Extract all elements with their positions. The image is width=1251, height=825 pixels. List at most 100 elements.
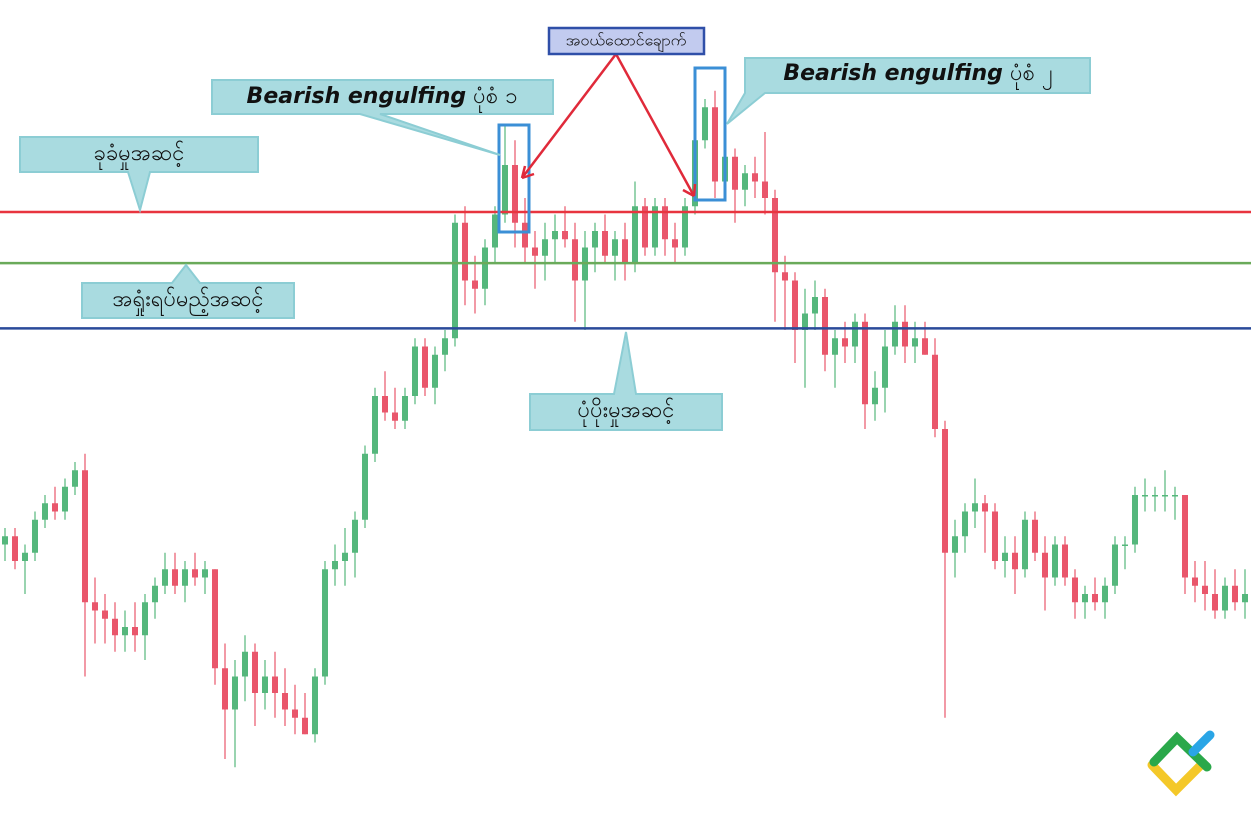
- candle-body: [1032, 519, 1038, 553]
- candle-body: [872, 387, 878, 405]
- candle-body: [892, 321, 898, 347]
- candle-body: [422, 346, 428, 388]
- candle-body: [232, 676, 238, 710]
- candle-body: [442, 338, 448, 355]
- candle-body: [602, 231, 608, 256]
- candle-body: [342, 552, 348, 561]
- candle-body: [652, 206, 658, 248]
- candle-body: [552, 231, 558, 240]
- candle-body: [1152, 495, 1158, 497]
- callout: [19, 136, 259, 214]
- candle-body: [972, 503, 978, 512]
- candle-body: [942, 429, 948, 553]
- candle-body: [1022, 519, 1028, 570]
- candle-body: [1102, 585, 1108, 603]
- candle-body: [472, 280, 478, 289]
- candle-body: [612, 239, 618, 256]
- candle-body: [142, 602, 148, 636]
- candle-body: [212, 569, 218, 669]
- candle-body: [12, 536, 18, 561]
- candle-body: [1092, 594, 1098, 603]
- pattern-box: [693, 66, 727, 202]
- candle-body: [1012, 552, 1018, 570]
- candle-body: [882, 346, 888, 388]
- callout: [726, 57, 1091, 125]
- candle-body: [352, 519, 358, 553]
- candle-body: [622, 239, 628, 264]
- trap-text: အဝယ်ထောင်ချောက်: [566, 31, 687, 53]
- candle-body: [522, 222, 528, 248]
- candle-body: [1162, 495, 1168, 497]
- candle-body: [252, 651, 258, 693]
- logo: [1147, 730, 1215, 797]
- candles: [2, 90, 1248, 768]
- levels: [0, 210, 1251, 330]
- candle-body: [1202, 585, 1208, 594]
- candle-body: [152, 585, 158, 603]
- candle-body: [742, 173, 748, 190]
- pattern-label: ပုံစံ ၁: [473, 84, 517, 113]
- candle-body: [292, 709, 298, 718]
- pattern-label: ပုံစံ ၂: [1010, 61, 1053, 90]
- candle-body: [202, 569, 208, 578]
- trap-arrows: [520, 53, 697, 198]
- candle-body: [132, 627, 138, 636]
- candle-body: [1212, 594, 1218, 611]
- candle-body: [732, 156, 738, 190]
- candle-body: [592, 231, 598, 248]
- candle-body: [482, 247, 488, 289]
- candle-body: [1142, 495, 1148, 497]
- candle-body: [1242, 594, 1248, 603]
- candle-body: [462, 222, 468, 281]
- candle-body: [452, 222, 458, 339]
- candle-body: [952, 536, 958, 553]
- candle-body: [502, 165, 508, 215]
- candle-body: [792, 280, 798, 330]
- candle-body: [572, 239, 578, 281]
- candle-body: [1222, 585, 1228, 611]
- candle-body: [262, 676, 268, 693]
- candle-body: [1042, 552, 1048, 578]
- candle-body: [532, 247, 538, 256]
- candle-body: [642, 206, 648, 248]
- candle-body: [112, 618, 118, 636]
- candle-body: [902, 321, 908, 347]
- candle-body: [962, 511, 968, 537]
- candle-body: [2, 536, 8, 545]
- candle-body: [122, 627, 128, 636]
- candle-body: [302, 717, 308, 735]
- candle-body: [182, 569, 188, 586]
- candle-body: [1002, 552, 1008, 561]
- candle-body: [22, 552, 28, 561]
- candle-body: [1062, 544, 1068, 578]
- candle-body: [102, 610, 108, 619]
- candle-body: [312, 676, 318, 735]
- candle-body: [32, 519, 38, 553]
- pattern-name: Bearish engulfing: [247, 84, 467, 109]
- callout: [529, 331, 723, 431]
- candle-body: [752, 173, 758, 182]
- candle-body: [82, 470, 88, 603]
- candle-body: [402, 396, 408, 421]
- candle-body: [1192, 577, 1198, 586]
- candle-body: [1082, 594, 1088, 603]
- callout-text: ခုခံမှုအဆင့်: [94, 140, 185, 170]
- candle-body: [1122, 544, 1128, 546]
- candle-body: [682, 206, 688, 248]
- callout-text: Bearish engulfing ပုံစံ ၂: [783, 61, 1052, 90]
- candle-body: [1182, 495, 1188, 578]
- callout-text: အရှုံးရပ်မည့်အဆင့်: [112, 286, 263, 316]
- callout-text: ပုံပိုးမှုအဆင့်: [578, 397, 675, 427]
- candle-body: [662, 206, 668, 240]
- pattern-name: Bearish engulfing: [783, 61, 1003, 86]
- candle-body: [282, 693, 288, 710]
- candle-body: [412, 346, 418, 396]
- candle-body: [832, 338, 838, 355]
- candle-body: [512, 165, 518, 223]
- candle-body: [762, 181, 768, 198]
- candle-body: [492, 214, 498, 248]
- candle-body: [362, 453, 368, 520]
- callout: [211, 79, 554, 156]
- candle-body: [1232, 585, 1238, 603]
